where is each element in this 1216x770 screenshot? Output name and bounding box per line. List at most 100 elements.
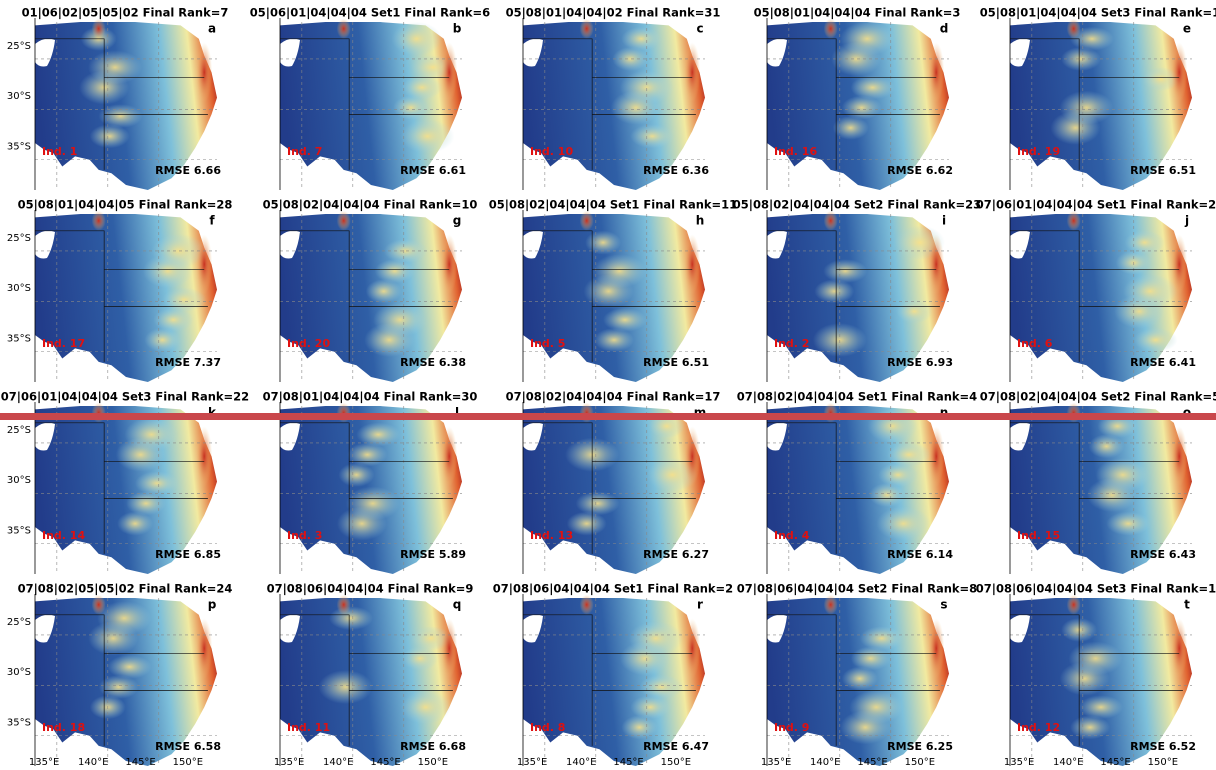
lon-label: 145°E	[1100, 757, 1130, 768]
map-hotspot	[1171, 42, 1188, 103]
map-panel: 01|06|02|05|05|02 Final Rank=7 a Ind. 1 RMS…	[7, 6, 228, 190]
map-blob	[648, 414, 685, 439]
map-hotspot	[1171, 618, 1188, 679]
panel-title: 07|06|01|04|04|04 Set1 Final Rank=29	[976, 198, 1216, 212]
map-hotspot	[1066, 18, 1081, 39]
rmse-label: RMSE 6.85	[155, 548, 221, 561]
lon-label: 145°E	[125, 757, 155, 768]
map-blob	[347, 442, 388, 467]
map-blob	[841, 666, 878, 691]
map-lake	[280, 230, 300, 259]
panel-title: 05|08|01|04|04|02 Final Rank=31	[506, 6, 721, 20]
panel-title: 05|08|02|04|04|04 Set1 Final Rank=11	[489, 198, 737, 212]
map-blob	[98, 104, 143, 129]
panel-letter: l	[455, 406, 459, 420]
map-blob	[621, 715, 658, 740]
map-hotspot	[441, 42, 458, 103]
state-border	[280, 614, 453, 746]
map-blob	[144, 328, 181, 352]
lat-label: 35°S	[7, 526, 31, 537]
map-blob	[630, 124, 675, 149]
map-lake	[767, 38, 787, 67]
rmse-label: RMSE 6.66	[155, 164, 221, 177]
map-blob	[1088, 434, 1125, 459]
map-blob	[134, 471, 179, 496]
lon-label: 135°E	[274, 757, 304, 768]
map-blob	[356, 422, 401, 447]
map-panel: 05|08|02|04|04|04 Set2 Final Rank=23 i Ind…	[733, 198, 981, 382]
map-blob	[391, 21, 442, 56]
map-hotspot	[1171, 426, 1188, 487]
map-lake	[1010, 614, 1030, 643]
rmse-label: RMSE 6.36	[643, 164, 709, 177]
panel-title: 05|06|01|04|04|04 Set1 Final Rank=6	[250, 6, 490, 20]
map-hotspot	[196, 426, 213, 487]
individual-label: Ind. 12	[1017, 721, 1060, 734]
map-panel: 05|08|01|04|04|05 Final Rank=28 f Ind. 17 R…	[7, 198, 232, 382]
state-border	[35, 614, 208, 746]
map-hotspot	[1066, 210, 1081, 231]
panel-letter: q	[453, 598, 462, 612]
state-border	[523, 614, 696, 746]
lat-label: 25°S	[7, 41, 31, 52]
individual-label: Ind. 10	[530, 145, 573, 158]
state-border	[767, 230, 940, 362]
lat-label: 25°S	[7, 425, 31, 436]
lon-label: 150°E	[173, 757, 203, 768]
map-blob	[1097, 414, 1138, 439]
map-panel: 07|08|06|04|04|04 Set2 Final Rank=8 s Ind.…	[737, 582, 977, 769]
map-hotspot	[579, 18, 594, 39]
state-border	[1010, 614, 1183, 746]
panel-letter: a	[208, 22, 216, 36]
panel-letter: r	[697, 598, 703, 612]
map-blob	[878, 462, 919, 487]
lon-label: 150°E	[905, 757, 935, 768]
individual-label: Ind. 8	[530, 721, 565, 734]
lon-label: 135°E	[761, 757, 791, 768]
map-hotspot	[928, 426, 945, 487]
map-blob	[126, 491, 167, 516]
panel-title: 05|08|02|04|04|04 Set2 Final Rank=23	[733, 198, 981, 212]
map-blob	[402, 646, 439, 671]
rmse-label: RMSE 6.38	[400, 356, 466, 369]
lat-label: 35°S	[7, 334, 31, 345]
panel-letter: s	[940, 598, 947, 612]
panel-title: 05|08|02|04|04|04 Final Rank=10	[263, 198, 478, 212]
map-panel: 07|08|01|04|04|04 Final Rank=30 l Ind. 3 RM…	[263, 390, 477, 574]
rmse-label: RMSE 6.43	[1130, 548, 1196, 561]
map-blob	[1060, 46, 1101, 71]
state-border	[523, 230, 696, 362]
map-panel: 05|08|02|04|04|04 Set1 Final Rank=11 h Ind…	[489, 198, 737, 382]
rmse-label: RMSE 6.62	[887, 164, 953, 177]
individual-label: Ind. 11	[287, 721, 330, 734]
map-hotspot	[441, 426, 458, 487]
map-lake	[1010, 422, 1030, 451]
lon-label: 140°E	[1053, 757, 1083, 768]
map-blob	[832, 115, 869, 140]
map-panel: 07|08|06|04|04|04 Final Rank=9 q Ind. 11 RM…	[267, 582, 474, 769]
individual-label: Ind. 1	[42, 145, 77, 158]
map-blob	[374, 259, 415, 284]
map-lake	[280, 614, 300, 643]
rmse-label: RMSE 6.27	[643, 548, 709, 561]
panel-letter: k	[208, 406, 217, 420]
individual-label: Ind. 17	[42, 337, 85, 350]
map-hotspot	[823, 18, 838, 39]
lat-label: 30°S	[7, 475, 31, 486]
map-hotspot	[684, 42, 701, 103]
rmse-label: RMSE 6.25	[887, 740, 953, 753]
map-lake	[35, 422, 55, 451]
map-lake	[767, 230, 787, 259]
rmse-label: RMSE 6.14	[887, 548, 953, 561]
map-blob	[612, 46, 649, 71]
map-blob	[585, 230, 622, 255]
map-blob	[1059, 90, 1114, 125]
rmse-label: RMSE 6.41	[1130, 356, 1196, 369]
map-blob	[411, 626, 452, 651]
panel-title: 07|08|06|04|04|04 Set2 Final Rank=8	[737, 582, 977, 596]
panel-title: 07|08|02|04|04|04 Set2 Final Rank=5	[980, 390, 1216, 404]
panel-letter: g	[453, 214, 462, 228]
map-blob	[575, 491, 620, 516]
map-blob	[162, 287, 207, 312]
map-blob	[117, 511, 154, 536]
